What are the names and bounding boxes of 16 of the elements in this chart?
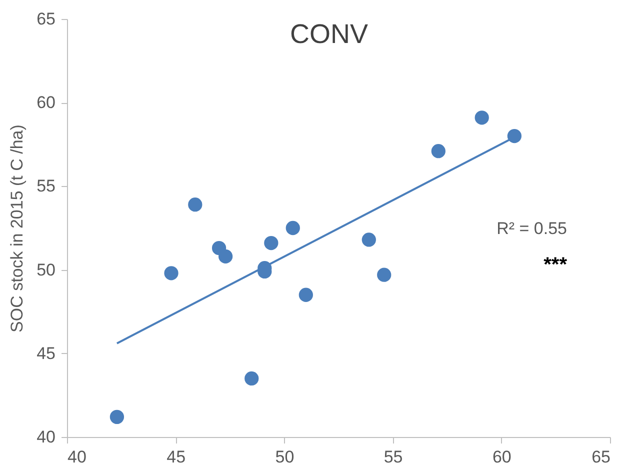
x-tick-label: 65	[592, 448, 610, 466]
y-tick-label: 65	[36, 10, 56, 28]
y-tick-label: 55	[36, 176, 56, 196]
chart-title: CONV	[290, 19, 368, 49]
x-tick-label: 60	[492, 448, 512, 466]
y-tick-label: 50	[36, 260, 56, 280]
y-axis-title: SOC stock in 2015 (t C /ha)	[8, 124, 27, 332]
x-tick-label: 55	[384, 448, 403, 466]
annotation: R² = 0.55	[496, 219, 567, 238]
y-tick-label: 45	[36, 344, 56, 363]
x-tick-label: 45	[166, 448, 186, 466]
y-tick-label: 40	[36, 428, 56, 446]
annotation: ***	[544, 254, 568, 276]
y-tick-label: 60	[36, 93, 56, 112]
x-tick-label: 50	[275, 448, 294, 466]
x-tick-label: 40	[68, 448, 86, 466]
